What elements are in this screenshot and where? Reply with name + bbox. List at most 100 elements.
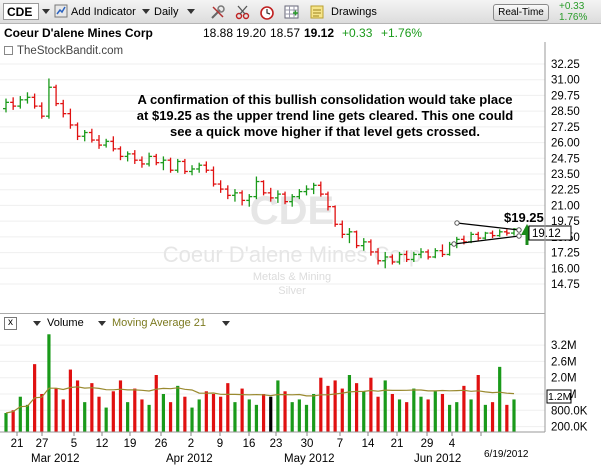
volume-bar (147, 404, 151, 432)
date-tick-label: 29 (421, 438, 434, 450)
low-price: 18.57 (270, 26, 301, 40)
date-tick-label: 26 (155, 438, 168, 450)
volume-bar (11, 410, 15, 432)
volume-moving-average-line (5, 386, 515, 414)
real-time-button[interactable]: Real-Time (493, 4, 549, 21)
volume-bar (133, 388, 137, 432)
volume-bar (111, 391, 115, 432)
volume-bar (176, 385, 180, 432)
volume-bar (154, 375, 158, 432)
volume-bar (261, 394, 266, 432)
volume-bar (68, 369, 72, 432)
volume-bar (204, 391, 208, 432)
date-tick-label: 4 (449, 438, 456, 450)
date-tick-label: 5 (71, 438, 77, 450)
volume-last-tag: 1.2M (548, 391, 571, 403)
volume-bar (304, 404, 309, 432)
settings-tools-icon[interactable] (210, 4, 225, 19)
volume-bar (40, 394, 44, 432)
volume-dropdown-icon[interactable] (33, 321, 41, 326)
volume-bar (383, 380, 387, 432)
add-indicator-button[interactable]: Add Indicator (71, 6, 136, 18)
volume-bar (476, 375, 480, 432)
scissors-icon[interactable] (235, 4, 250, 20)
volume-bar (4, 413, 8, 432)
volume-bar (33, 364, 37, 432)
volume-bar (397, 399, 402, 432)
symbol-dropdown-icon[interactable] (42, 9, 50, 14)
volume-bar (183, 396, 187, 432)
volume-bar (354, 383, 359, 432)
symbol-input[interactable]: CDE (3, 3, 39, 20)
volume-bar (283, 391, 287, 432)
grid-icon[interactable] (284, 4, 299, 19)
price-tick-label: 24.75 (551, 153, 580, 165)
quote-bar: Coeur D'alene Mines Corp 18.88 19.20 18.… (0, 24, 601, 42)
month-label: Jun 2012 (414, 453, 461, 465)
volume-bar (505, 404, 509, 432)
period-dropdown-icon[interactable] (187, 9, 195, 14)
trend-point (516, 233, 522, 239)
price-change: +0.33 (342, 26, 373, 40)
alarm-clock-icon[interactable] (259, 4, 274, 20)
volume-bar (469, 399, 473, 432)
moving-average-label: Moving Average 21 (112, 317, 206, 329)
high-price: 19.20 (236, 26, 267, 40)
volume-bar (97, 396, 101, 432)
volume-bar (118, 380, 123, 432)
volume-tick-label: 1.4M (551, 389, 577, 401)
price-tick-label: 17.25 (551, 248, 580, 260)
volume-bar (168, 402, 173, 432)
moving-average-dropdown-icon[interactable] (222, 321, 230, 326)
add-indicator-icon[interactable] (54, 4, 69, 19)
watermark-industry: Silver (278, 285, 306, 297)
close-price: 19.12 (304, 26, 335, 40)
volume-bar (197, 399, 201, 432)
period-select[interactable]: Daily (154, 6, 179, 18)
drawings-icon[interactable] (309, 4, 324, 19)
volume-bar (83, 402, 87, 432)
price-tick-label: 32.25 (551, 59, 580, 71)
date-tick-label: 19 (124, 438, 137, 450)
date-tick-label: 2 (188, 438, 194, 450)
source-text: TheStockBandit.com (17, 45, 124, 57)
last-price-tag: 19.12 (532, 228, 561, 240)
volume-bar (219, 396, 223, 432)
watermark-sector: Metals & Mining (253, 271, 331, 283)
open-price: 18.88 (203, 26, 234, 40)
volume-bar (290, 402, 294, 432)
date-tick-label: 23 (270, 438, 283, 450)
volume-bar (90, 383, 94, 432)
volume-bar (226, 383, 230, 432)
volume-bar (512, 399, 516, 432)
price-tick-label: 28.50 (551, 106, 580, 118)
month-label: May 2012 (284, 453, 335, 465)
close-panel-icon[interactable]: x (4, 317, 17, 330)
volume-tick-label: 3.2M (551, 340, 577, 352)
date-tick-label: 16 (243, 438, 256, 450)
volume-bar (104, 407, 108, 432)
upper-trend-line (456, 222, 520, 231)
drawings-button[interactable]: Drawings (331, 6, 377, 18)
volume-bar (161, 394, 166, 432)
month-label: Apr 2012 (166, 453, 213, 465)
source-label: TheStockBandit.com (4, 45, 123, 57)
price-tick-label: 16.00 (551, 263, 580, 275)
volume-bar (390, 394, 394, 432)
volume-bar (25, 404, 30, 432)
company-name: Coeur D'alene Mines Corp (4, 26, 153, 40)
volume-bar (376, 396, 380, 432)
volume-bar (297, 399, 301, 432)
volume-bar (483, 404, 487, 432)
up-arrow-icon (521, 224, 533, 245)
volume-bar (369, 377, 373, 432)
volume-bar (448, 404, 452, 432)
volume-label-dropdown-icon[interactable] (98, 321, 106, 326)
lower-trend-line (453, 235, 520, 245)
volume-bar (490, 402, 495, 432)
add-indicator-dropdown-icon[interactable] (142, 9, 150, 14)
price-tick-label: 23.50 (551, 169, 580, 181)
date-tick-label: 30 (301, 438, 314, 450)
volume-bar (240, 388, 244, 432)
